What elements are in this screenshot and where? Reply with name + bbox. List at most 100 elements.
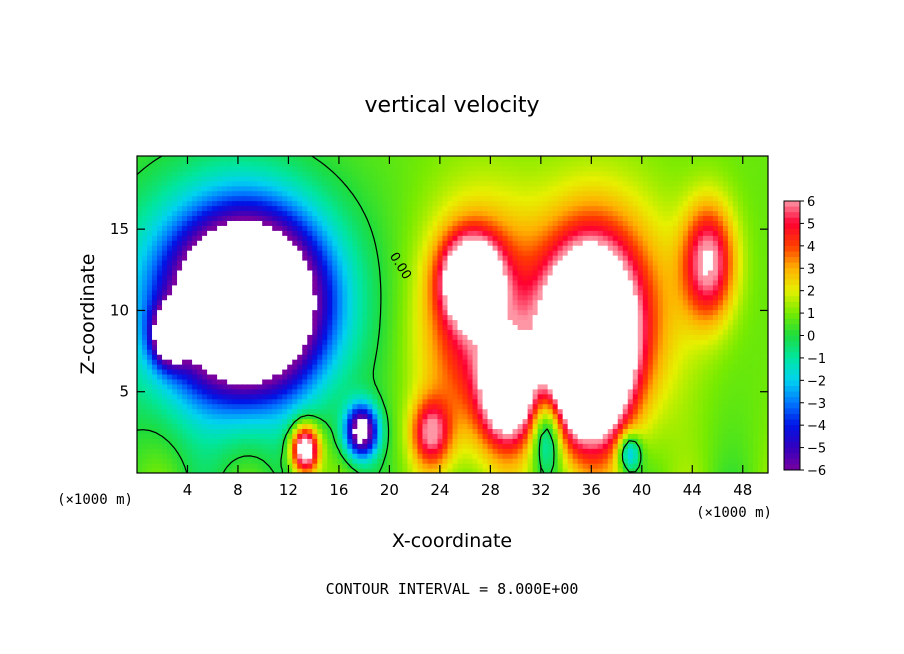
field-cell bbox=[482, 364, 489, 370]
field-cell bbox=[212, 255, 218, 261]
field-cell bbox=[252, 408, 258, 415]
field-cell bbox=[352, 359, 358, 365]
field-cell bbox=[427, 180, 434, 187]
field-cell bbox=[237, 220, 243, 226]
field-cell bbox=[422, 398, 429, 405]
field-cell bbox=[412, 388, 419, 395]
field-cell bbox=[372, 274, 378, 281]
field-cell bbox=[442, 433, 449, 439]
field-cell bbox=[502, 319, 509, 325]
field-cell bbox=[382, 423, 388, 430]
field-cell bbox=[407, 240, 414, 246]
field-cell bbox=[367, 284, 373, 291]
field-cell bbox=[427, 284, 434, 291]
field-cell bbox=[272, 393, 278, 400]
field-cell bbox=[452, 200, 459, 207]
field-cell bbox=[347, 250, 353, 256]
field-cell bbox=[337, 433, 343, 439]
field-cell bbox=[442, 418, 449, 425]
field-cell bbox=[487, 398, 494, 405]
field-cell bbox=[417, 458, 424, 464]
field-cell bbox=[452, 373, 459, 380]
field-cell bbox=[472, 235, 479, 241]
field-cell bbox=[217, 255, 223, 261]
field-cell bbox=[512, 398, 519, 405]
field-cell bbox=[192, 304, 198, 311]
field-cell bbox=[207, 468, 213, 473]
field-cell bbox=[407, 175, 414, 182]
field-cell bbox=[182, 230, 188, 236]
field-cell bbox=[327, 443, 333, 449]
field-cell bbox=[397, 205, 404, 212]
field-cell bbox=[257, 279, 263, 286]
field-cell bbox=[327, 418, 333, 425]
field-cell bbox=[282, 185, 288, 192]
field-cell bbox=[452, 324, 459, 330]
field-cell bbox=[492, 398, 499, 405]
field-cell bbox=[202, 215, 208, 221]
field-cell bbox=[157, 190, 163, 197]
field-cell bbox=[517, 423, 524, 430]
field-cell bbox=[502, 413, 509, 420]
field-cell bbox=[457, 448, 464, 454]
field-cell bbox=[392, 349, 399, 355]
field-cell bbox=[147, 378, 153, 385]
field-cell bbox=[417, 344, 424, 350]
field-cell bbox=[487, 359, 494, 365]
field-cell bbox=[232, 354, 238, 360]
field-cell bbox=[232, 274, 238, 281]
field-cell bbox=[277, 344, 283, 350]
field-cell bbox=[372, 378, 378, 385]
field-cell bbox=[477, 240, 484, 246]
field-cell bbox=[247, 205, 253, 212]
field-cell bbox=[142, 324, 148, 330]
field-cell bbox=[367, 443, 373, 449]
field-cell bbox=[307, 264, 313, 271]
field-cell bbox=[377, 294, 383, 301]
field-cell bbox=[457, 388, 464, 395]
field-cell bbox=[452, 388, 459, 395]
field-cell bbox=[387, 284, 394, 291]
field-cell bbox=[182, 274, 188, 281]
field-cell bbox=[232, 235, 238, 241]
field-cell bbox=[477, 289, 484, 296]
field-cell bbox=[297, 200, 303, 207]
field-cell bbox=[392, 438, 399, 444]
field-cell bbox=[252, 344, 258, 350]
field-cell bbox=[227, 210, 233, 217]
field-cell bbox=[212, 210, 218, 217]
field-cell bbox=[382, 388, 388, 395]
field-cell bbox=[407, 418, 414, 425]
field-cell bbox=[192, 200, 198, 207]
field-cell bbox=[442, 195, 449, 202]
field-cell bbox=[412, 403, 419, 410]
field-cell bbox=[362, 304, 368, 311]
field-cell bbox=[477, 339, 484, 345]
field-cell bbox=[467, 319, 474, 325]
field-cell bbox=[412, 195, 419, 202]
field-cell bbox=[452, 319, 459, 325]
field-cell bbox=[467, 269, 474, 276]
field-cell bbox=[502, 349, 509, 355]
field-cell bbox=[312, 230, 318, 236]
field-cell bbox=[312, 468, 318, 473]
field-cell bbox=[147, 279, 153, 286]
field-cell bbox=[227, 294, 233, 301]
field-cell bbox=[317, 408, 323, 415]
field-cell bbox=[207, 240, 213, 246]
field-cell bbox=[442, 368, 449, 375]
field-cell bbox=[347, 279, 353, 286]
field-cell bbox=[287, 359, 293, 365]
field-cell bbox=[282, 235, 288, 241]
field-cell bbox=[277, 319, 283, 325]
field-cell bbox=[517, 170, 524, 177]
field-cell bbox=[257, 463, 263, 469]
field-cell bbox=[417, 156, 424, 162]
field-cell bbox=[142, 438, 148, 444]
field-cell bbox=[247, 423, 253, 430]
field-cell bbox=[402, 180, 409, 187]
field-cell bbox=[467, 255, 474, 261]
field-cell bbox=[192, 438, 198, 444]
field-cell bbox=[347, 284, 353, 291]
field-cell bbox=[287, 255, 293, 261]
